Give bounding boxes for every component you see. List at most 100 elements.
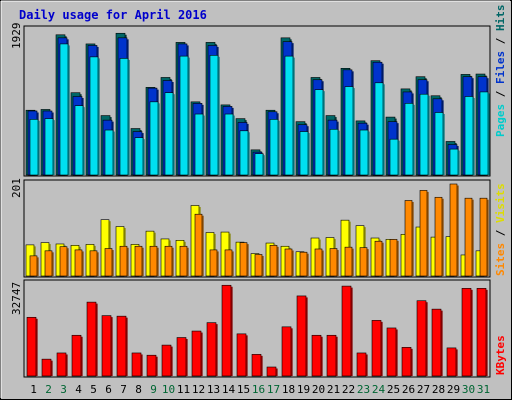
bar-kbytes-day-17 (266, 366, 277, 377)
bar-sites-day-11-shadow (187, 247, 189, 276)
bar-pages-day-31-shadow (488, 93, 490, 175)
panel-mid-bars (25, 183, 489, 277)
bar-sites-day-25 (389, 239, 398, 277)
bar-kbytes-day-29-shadow (456, 349, 458, 376)
bar-kbytes-day-10 (161, 344, 172, 377)
bar-pages-day-1-shadow (38, 120, 40, 175)
bar-kbytes-day-14 (221, 284, 232, 377)
bar-sites-day-23 (359, 247, 368, 277)
bar-kbytes-day-4-shadow (81, 336, 83, 376)
bar-sites-day-14 (224, 249, 233, 277)
bar-sites-day-20-shadow (322, 250, 324, 276)
bar-kbytes-day-29 (446, 347, 457, 377)
bar-pages-day-24 (374, 82, 384, 176)
bar-pages-day-11-shadow (188, 57, 190, 175)
bar-pages-day-4 (74, 105, 84, 176)
bar-sites-day-31-shadow (487, 199, 489, 276)
bar-pages-day-12-shadow (203, 115, 205, 175)
bar-pages-day-24-shadow (383, 84, 385, 175)
bar-pages-day-15 (239, 130, 249, 176)
bar-pages-day-27-shadow (428, 95, 430, 175)
bar-pages-day-19 (299, 131, 309, 176)
bar-pages-day-23-shadow (368, 131, 370, 175)
bar-sites-day-15 (239, 242, 248, 277)
bar-kbytes-day-9 (146, 354, 157, 377)
day-label-10: 10 (162, 383, 175, 396)
bar-kbytes-day-1 (26, 316, 37, 377)
bar-kbytes-day-8 (131, 352, 142, 377)
panel-mid-ymax: 201 (10, 178, 23, 198)
bar-kbytes-day-21-shadow (336, 336, 338, 376)
bar-pages-day-1 (29, 119, 39, 176)
day-label-31: 31 (477, 383, 490, 396)
bar-pages-day-23 (359, 129, 369, 176)
legend-files: Files (494, 51, 507, 84)
panel-top: 1929 Pages / Files / Hits (10, 5, 507, 177)
bar-kbytes-day-23-shadow (366, 354, 368, 376)
bar-sites-day-13 (209, 249, 218, 277)
bar-pages-day-17 (269, 119, 279, 176)
bar-sites-day-18 (284, 248, 293, 277)
day-axis: 1 2 3 4 5 6 7 8 9 10 11 12 13 14 15 16 17 18 19 20 21 22 23 24 2… (30, 383, 490, 396)
bar-kbytes-day-27 (416, 300, 427, 377)
bar-pages-day-11 (179, 55, 189, 176)
bar-pages-day-13-shadow (218, 56, 220, 175)
bar-sites-day-3-shadow (67, 248, 69, 276)
bar-kbytes-day-7 (116, 315, 127, 377)
bar-sites-day-31 (479, 197, 488, 277)
bar-kbytes-day-30-shadow (471, 289, 473, 376)
day-label-1: 1 (30, 383, 37, 396)
day-label-24: 24 (372, 383, 386, 396)
day-label-19: 19 (297, 383, 310, 396)
bar-sites-day-18-shadow (292, 250, 294, 276)
day-label-27: 27 (417, 383, 430, 396)
bar-kbytes-day-9-shadow (156, 356, 158, 376)
day-label-2: 2 (45, 383, 52, 396)
bar-kbytes-day-26-shadow (411, 348, 413, 376)
bar-pages-day-21 (329, 128, 339, 176)
day-label-15: 15 (237, 383, 250, 396)
bar-pages-day-21-shadow (338, 130, 340, 175)
bar-pages-day-14 (224, 113, 234, 176)
day-label-28: 28 (432, 383, 445, 396)
day-label-21: 21 (327, 383, 340, 396)
bar-sites-day-25-shadow (397, 240, 399, 276)
bar-kbytes-day-3-shadow (66, 354, 68, 376)
bar-sites-day-11 (179, 245, 188, 277)
bar-kbytes-day-11 (176, 337, 187, 377)
bar-sites-day-29-shadow (457, 185, 459, 276)
bar-pages-day-29 (449, 148, 459, 176)
panel-bot: 32747 KBytes (10, 279, 507, 378)
panel-top-ymax: 1929 (10, 23, 23, 50)
bar-kbytes-day-23 (356, 352, 367, 377)
bar-pages-day-18 (284, 55, 294, 176)
bar-sites-day-15-shadow (247, 244, 249, 276)
bar-pages-day-9-shadow (158, 103, 160, 175)
bar-pages-day-28 (434, 112, 444, 176)
bar-kbytes-day-5 (86, 301, 97, 377)
bar-sites-day-21 (329, 248, 338, 277)
bar-pages-day-5-shadow (98, 58, 100, 175)
bar-sites-day-13-shadow (217, 251, 219, 276)
bar-pages-day-13 (209, 55, 219, 176)
bar-pages-day-3-shadow (68, 45, 70, 175)
bar-sites-day-7-shadow (127, 247, 129, 276)
bar-sites-day-6 (104, 248, 113, 277)
bar-pages-day-25 (389, 138, 399, 176)
bar-kbytes-day-19-shadow (306, 297, 308, 376)
day-label-16: 16 (252, 383, 265, 396)
bar-sites-day-30 (464, 197, 473, 277)
bar-kbytes-day-2-shadow (51, 360, 53, 376)
day-label-12: 12 (192, 383, 205, 396)
bar-sites-day-12 (194, 213, 203, 277)
bar-sites-day-29 (449, 183, 458, 277)
day-label-25: 25 (387, 383, 400, 396)
bar-kbytes-day-20 (311, 334, 322, 377)
panel-bot-bars (26, 284, 488, 377)
legend-visits: Visits (494, 183, 507, 223)
bar-sites-day-8 (134, 245, 143, 277)
bar-sites-day-22 (344, 246, 353, 277)
day-label-7: 7 (120, 383, 127, 396)
bar-sites-day-12-shadow (202, 215, 204, 276)
